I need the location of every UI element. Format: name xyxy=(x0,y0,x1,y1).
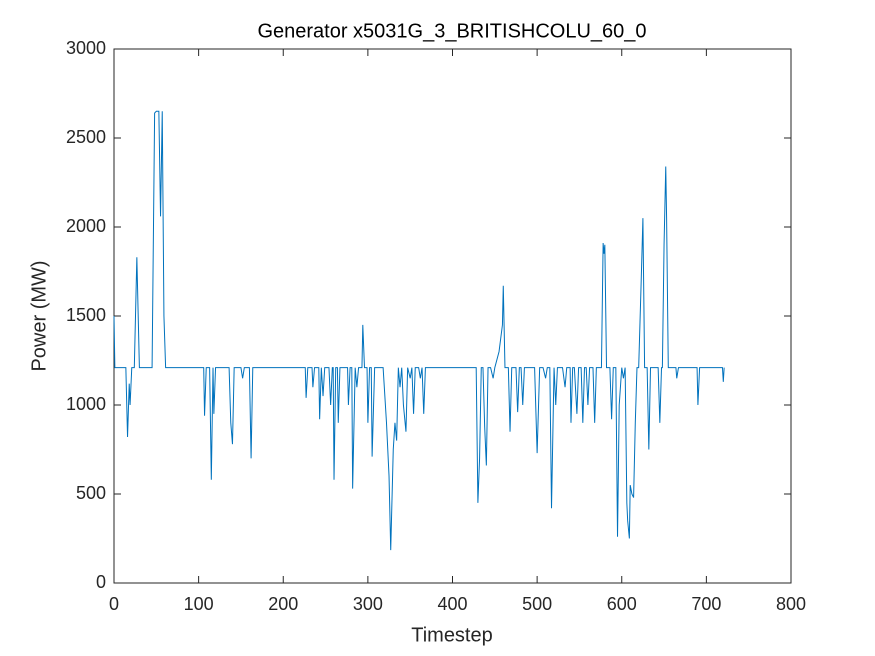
x-tick-label: 0 xyxy=(109,594,119,614)
x-tick-label: 500 xyxy=(522,594,552,614)
x-tick-label: 100 xyxy=(184,594,214,614)
y-tick-label: 3000 xyxy=(66,38,106,58)
x-tick-label: 600 xyxy=(607,594,637,614)
x-tick-label: 400 xyxy=(437,594,467,614)
y-tick-label: 1000 xyxy=(66,394,106,414)
x-tick-label: 200 xyxy=(268,594,298,614)
y-tick-label: 500 xyxy=(76,483,106,503)
x-tick-label: 800 xyxy=(776,594,806,614)
line-series xyxy=(113,110,725,551)
y-tick-label: 2000 xyxy=(66,216,106,236)
y-tick-label: 0 xyxy=(96,572,106,592)
y-tick-label: 1500 xyxy=(66,305,106,325)
x-tick-label: 300 xyxy=(353,594,383,614)
y-tick-label: 2500 xyxy=(66,127,106,147)
x-tick-label: 700 xyxy=(691,594,721,614)
x-axis-label: Timestep xyxy=(411,624,493,646)
chart-title: Generator x5031G_3_BRITISHCOLU_60_0 xyxy=(257,20,646,42)
y-axis-label: Power (MW) xyxy=(28,260,50,371)
